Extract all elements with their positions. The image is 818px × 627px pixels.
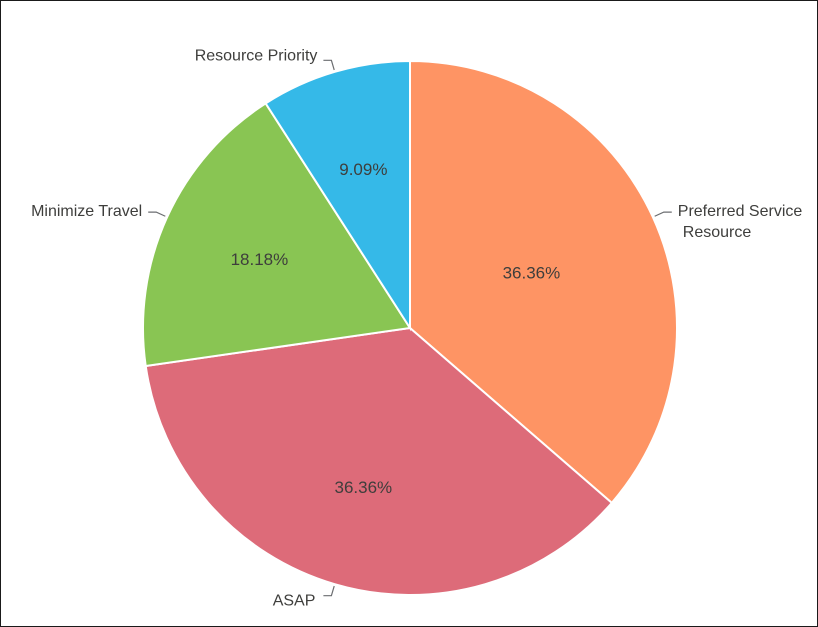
pie-slice-resource-priority[interactable] <box>264 59 411 332</box>
category-labels: Preferred Service Resource ASAP Minimize Tr… <box>31 47 802 609</box>
pie-slice-preferred-service-resource[interactable] <box>409 59 678 505</box>
leader-line-minimize-travel <box>148 211 166 217</box>
pie-slices <box>142 59 678 596</box>
percent-label-minimize-travel: 18.18% <box>231 250 289 269</box>
category-label-minimize-travel: Minimize Travel <box>31 203 142 220</box>
label-leaders <box>148 59 672 597</box>
percent-label-asap: 36.36% <box>335 478 393 497</box>
category-label-asap: ASAP <box>273 593 316 610</box>
percent-label-preferred-service-resource: 36.36% <box>503 264 561 283</box>
category-label-resource-priority: Resource Priority <box>195 47 318 64</box>
leader-line-asap <box>323 585 335 597</box>
leader-line-resource-priority <box>323 59 335 71</box>
category-label-preferred-service-resource: Preferred Service Resource <box>678 203 803 241</box>
percent-labels: 36.36% 36.36% 18.18% 9.09% <box>231 160 561 497</box>
leader-line-preferred-service-resource <box>654 211 672 217</box>
percent-label-resource-priority: 9.09% <box>339 160 387 179</box>
pie-slice-asap[interactable] <box>144 326 614 596</box>
pie-slice-minimize-travel[interactable] <box>142 102 412 368</box>
